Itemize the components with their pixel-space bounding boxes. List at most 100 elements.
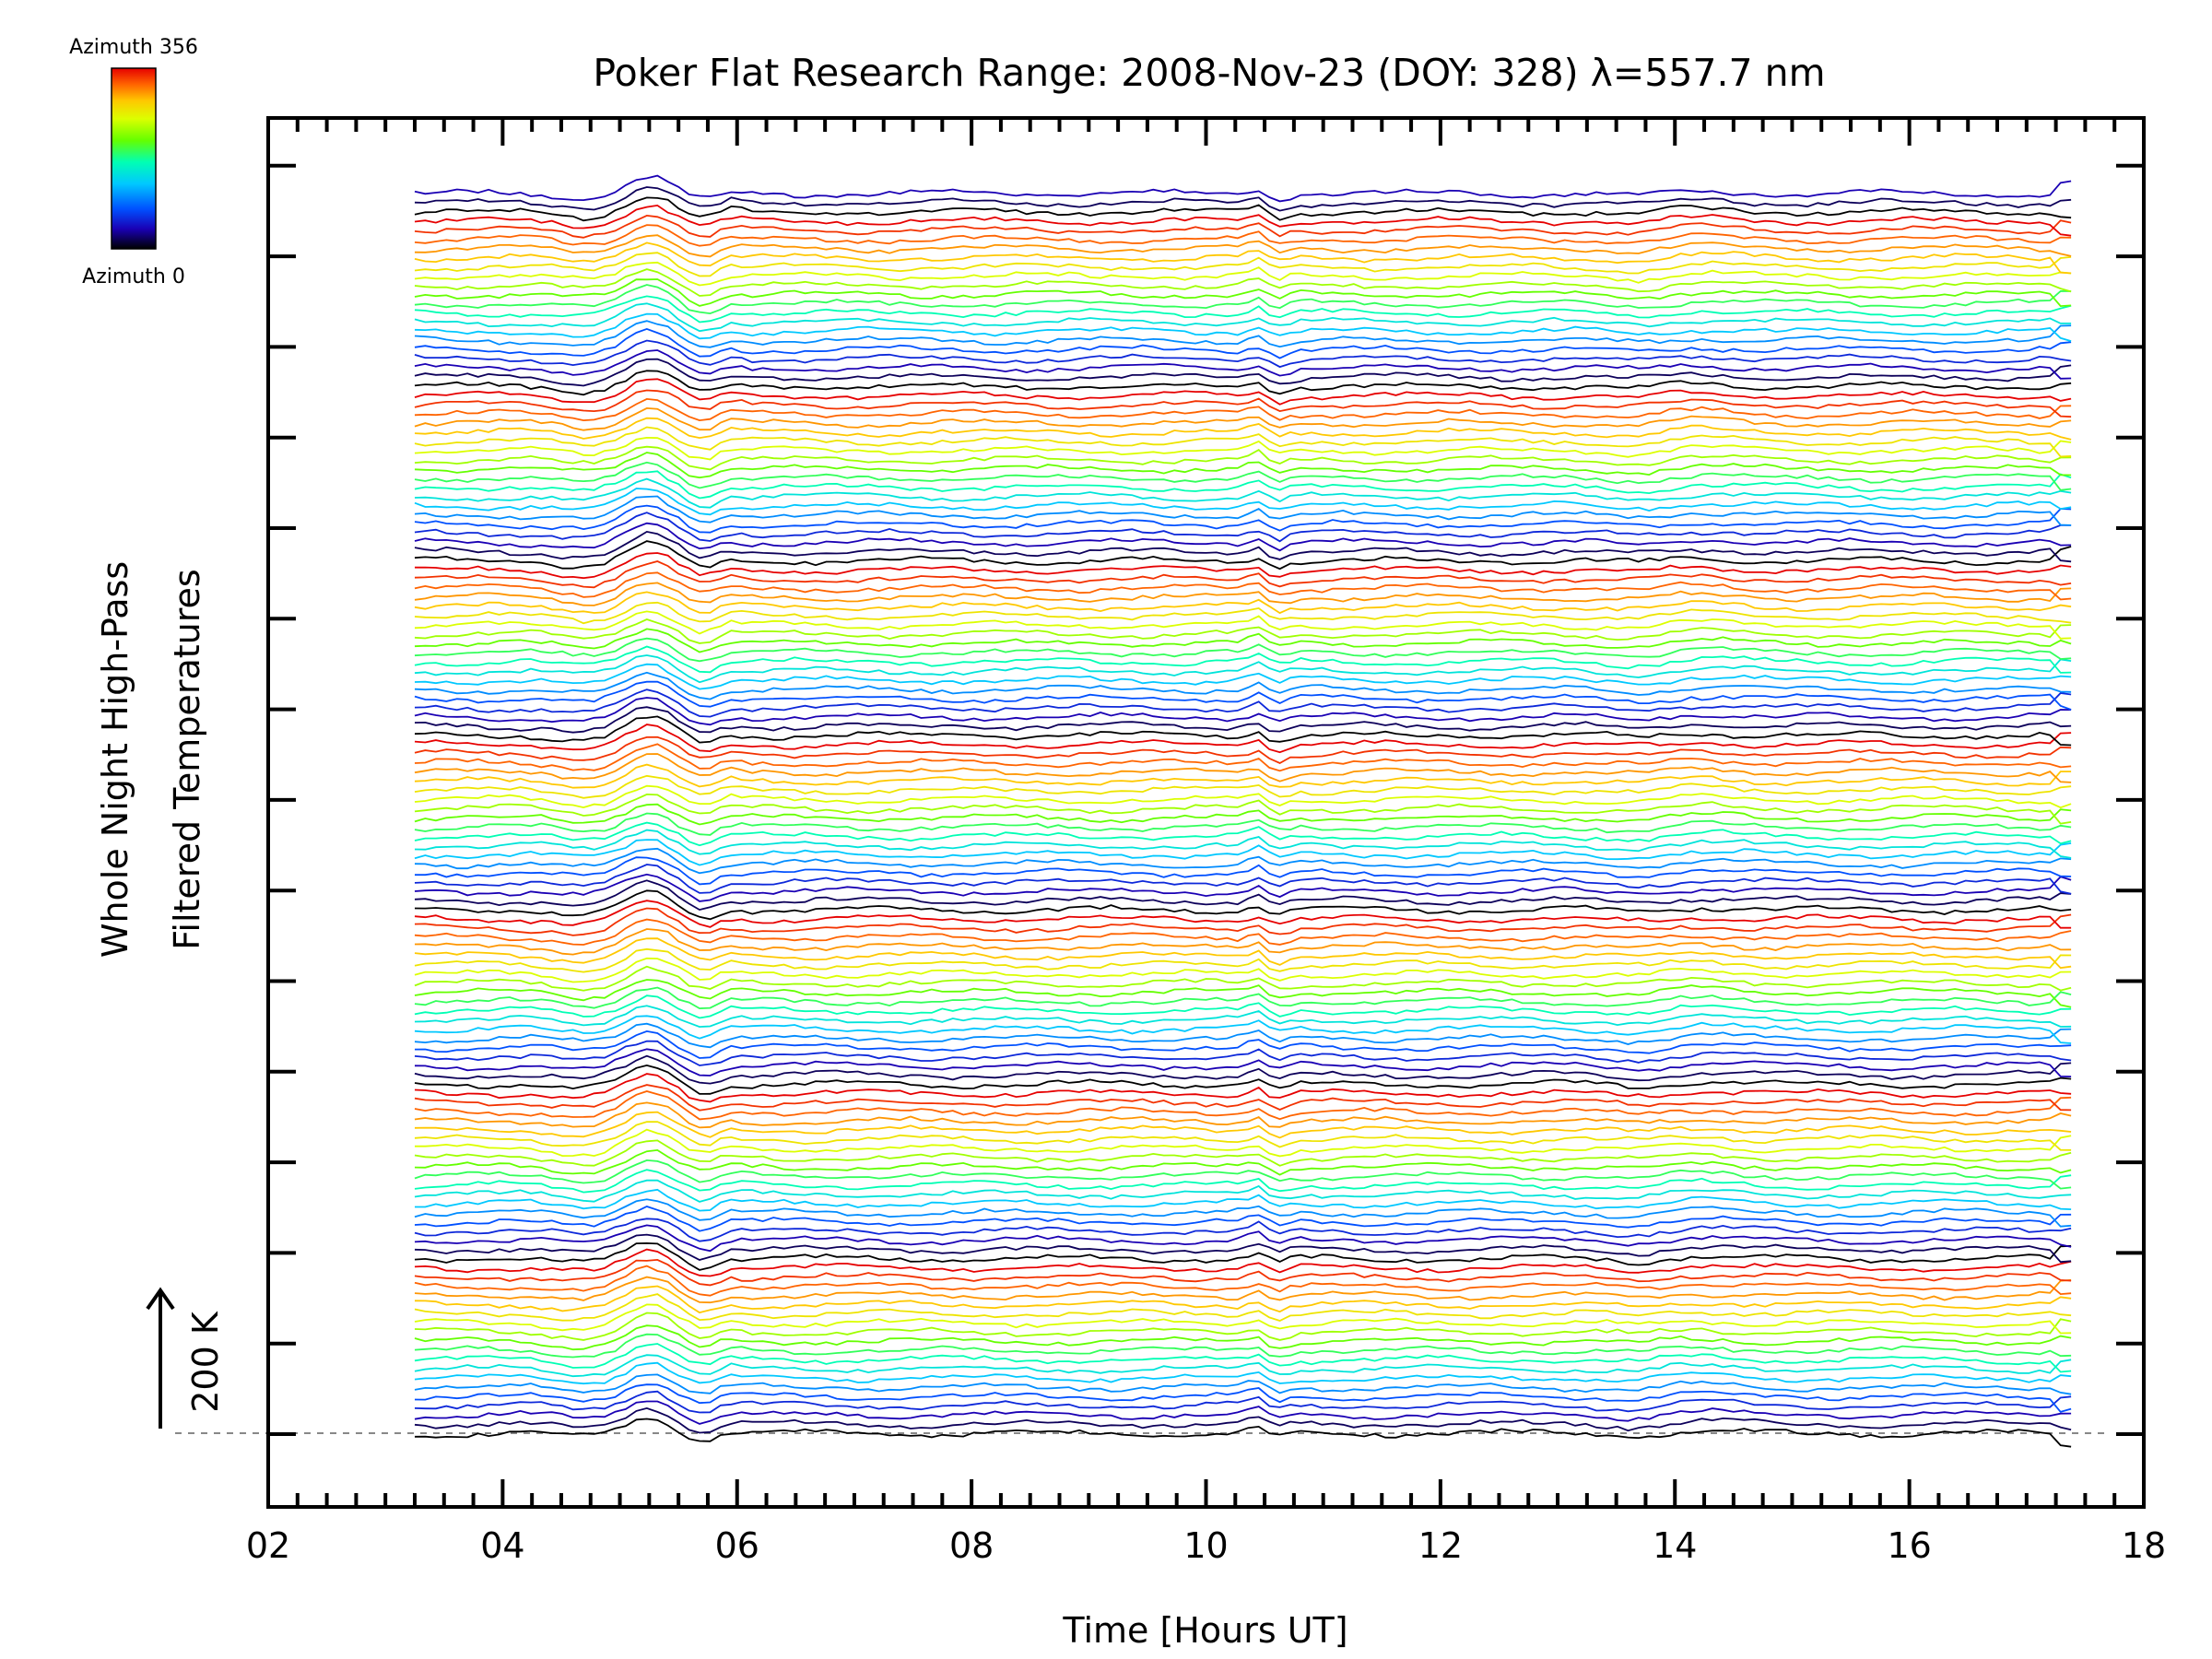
series-line: [414, 1206, 2072, 1232]
series-line: [414, 477, 2072, 509]
series-line: [414, 918, 2072, 946]
series-line: [414, 1293, 2072, 1322]
series-line: [414, 1312, 2072, 1341]
series-line: [414, 928, 2072, 956]
series-line: [414, 1015, 2072, 1044]
series-line: [414, 907, 2072, 936]
series-line: [414, 278, 2072, 308]
series-line: [414, 378, 2072, 406]
series-line: [414, 628, 2072, 653]
series-line: [414, 504, 2072, 534]
x-tick-label: 08: [949, 1525, 994, 1566]
series-line: [415, 856, 2072, 886]
series-line: [414, 1383, 2072, 1413]
series-line: [414, 957, 2072, 983]
series-line: [414, 1233, 2072, 1264]
series-line: [414, 1400, 2072, 1425]
series-line: [414, 706, 2072, 734]
series-line: [414, 1354, 2072, 1378]
series-line: [414, 582, 2072, 606]
series-line: [414, 224, 2072, 247]
series-line: [414, 591, 2072, 615]
series-line: [414, 1054, 2072, 1085]
colorbar-gradient: [111, 67, 157, 250]
series-line: [414, 284, 2072, 315]
series-line: [414, 358, 2072, 387]
series-line: [414, 1406, 2072, 1434]
axis-ticks: [266, 118, 2146, 1507]
series-lines: [414, 174, 2072, 1448]
series-line: [414, 1090, 2072, 1121]
series-line: [414, 1373, 2072, 1395]
series-line: [414, 735, 2072, 765]
series-line: [414, 470, 2072, 500]
series-line: [414, 370, 2072, 396]
series-line: [414, 214, 2072, 239]
scale-bar-arrow-head: [146, 1287, 175, 1311]
series-line: [414, 426, 2072, 458]
series-line: [414, 645, 2072, 674]
series-line: [414, 186, 2072, 212]
series-line: [414, 774, 2072, 799]
chart-title: Poker Flat Research Range: 2008-Nov-23 (…: [593, 51, 1825, 95]
series-line: [414, 743, 2072, 772]
series-line: [414, 1005, 2072, 1029]
series-line: [414, 663, 2072, 690]
colorbar: Azimuth 356 Azimuth 0: [69, 36, 198, 288]
series-line: [414, 680, 2072, 711]
x-tick-label: 14: [1653, 1525, 1697, 1566]
series-line: [414, 302, 2072, 333]
series-line: [414, 540, 2072, 571]
series-line: [414, 552, 2072, 580]
series-line: [414, 560, 2072, 589]
series-line: [414, 1418, 2072, 1448]
series-line: [414, 1390, 2072, 1414]
series-line: [414, 986, 2072, 1010]
series-line: [414, 839, 2072, 866]
series-line: [414, 618, 2072, 644]
x-tick-label: 02: [246, 1525, 290, 1566]
x-tick-labels: 02 04 06 08 10 12 14 16 18: [246, 1525, 2166, 1566]
series-line: [414, 873, 2072, 902]
series-line: [414, 753, 2072, 783]
series-line: [414, 1224, 2072, 1253]
series-line: [414, 1148, 2072, 1176]
series-line: [414, 461, 2072, 491]
series-line: [414, 601, 2072, 625]
x-tick-label: 18: [2122, 1525, 2166, 1566]
series-line: [414, 261, 2072, 287]
series-line: [414, 204, 2072, 237]
series-line: [414, 234, 2072, 258]
series-line: [414, 1179, 2072, 1203]
series-line: [414, 654, 2072, 684]
series-line: [414, 847, 2072, 875]
series-line: [414, 1303, 2072, 1335]
series-line: [414, 965, 2072, 992]
series-line: [414, 389, 2072, 418]
series-line: [414, 1324, 2072, 1351]
series-line: [414, 879, 2072, 912]
scale-bar: 200 K: [146, 1287, 226, 1429]
series-line: [414, 697, 2072, 726]
series-line: [414, 1241, 2072, 1271]
series-line: [414, 571, 2072, 601]
x-tick-label: 06: [715, 1525, 759, 1566]
series-line: [414, 327, 2072, 359]
series-line: [414, 512, 2072, 543]
series-line: [414, 793, 2072, 825]
series-line: [414, 495, 2072, 526]
series-line: [414, 1048, 2072, 1077]
series-line: [414, 295, 2072, 324]
series-line: [414, 829, 2072, 859]
series-line: [414, 174, 2072, 203]
series-line: [414, 1198, 2072, 1228]
y-axis-label-line2: Filtered Temperatures: [167, 569, 207, 949]
series-line: [414, 417, 2072, 441]
series-line: [414, 1040, 2072, 1066]
series-line: [414, 406, 2072, 431]
series-line: [414, 1343, 2072, 1373]
series-line: [414, 763, 2072, 789]
series-line: [414, 1218, 2072, 1242]
x-tick-label: 16: [1887, 1525, 1931, 1566]
series-line: [414, 241, 2072, 275]
